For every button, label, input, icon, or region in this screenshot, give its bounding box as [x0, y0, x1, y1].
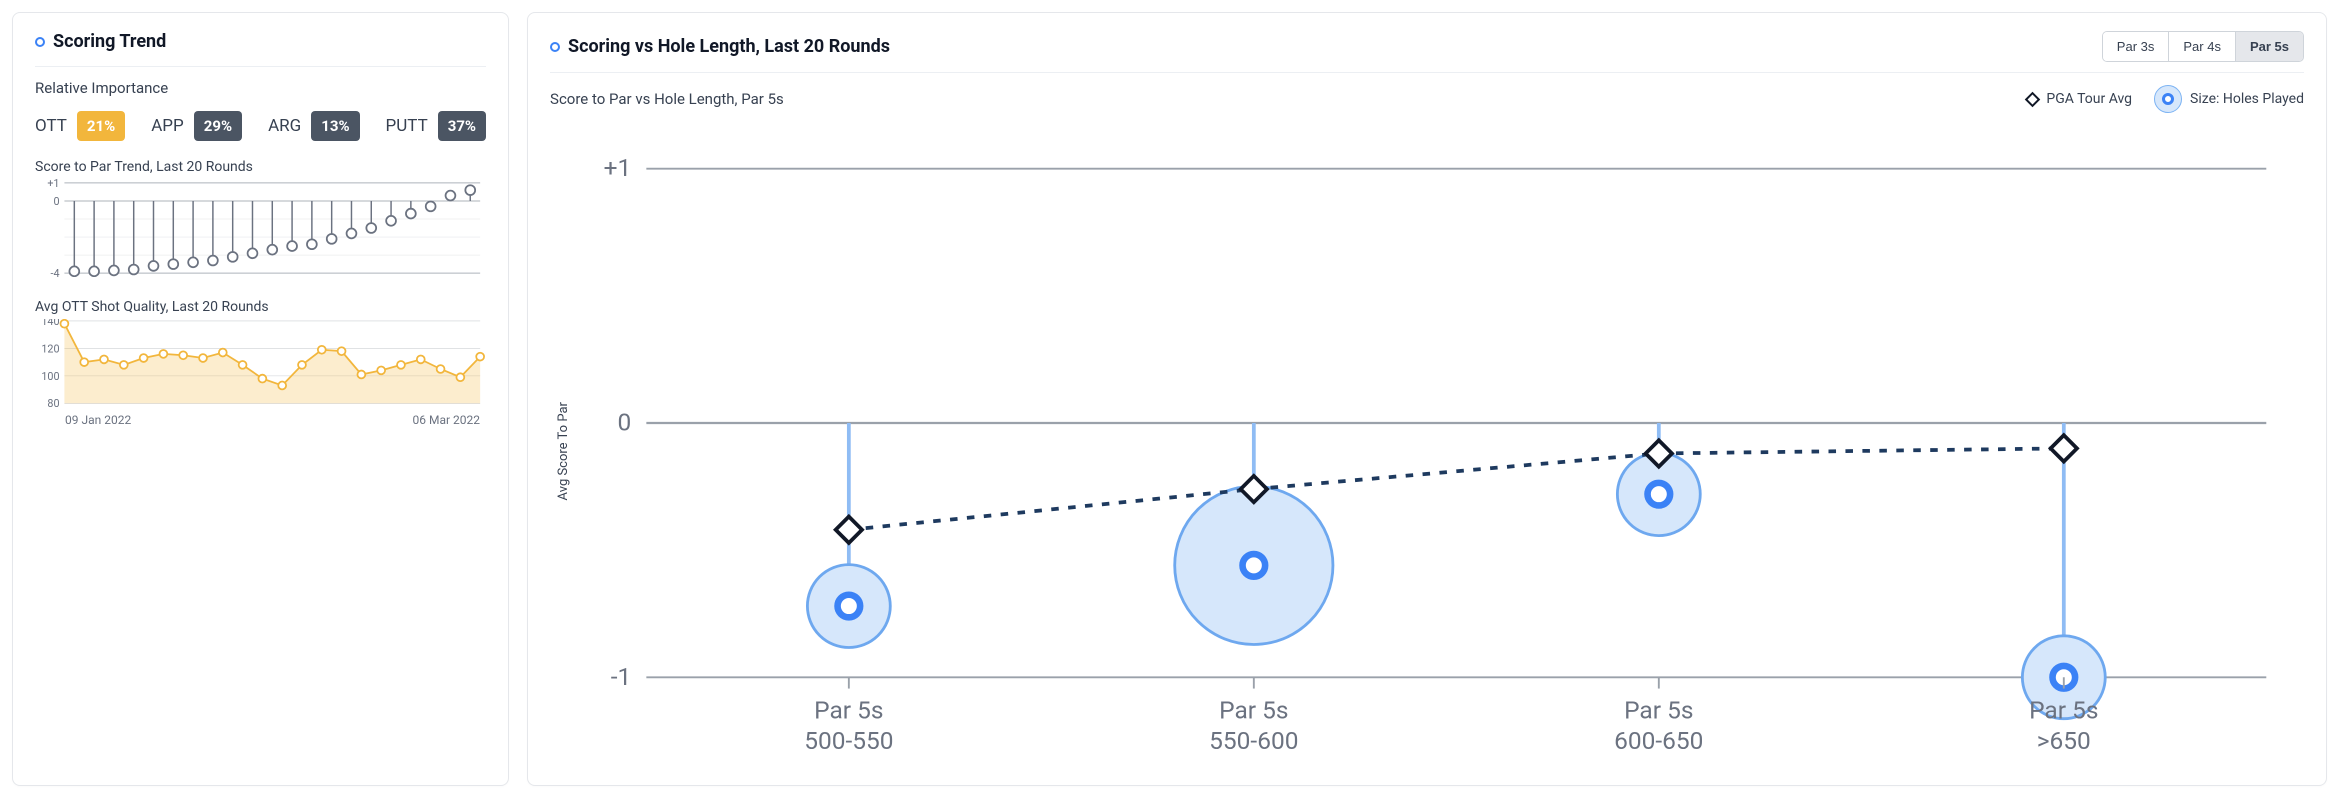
legend: PGA Tour Avg Size: Holes Played	[2027, 85, 2304, 113]
svg-text:140: 140	[41, 319, 59, 328]
svg-text:550-600: 550-600	[1209, 726, 1298, 755]
par-tabs: Par 3s Par 4s Par 5s	[2102, 31, 2304, 62]
subtitle-legend-row: Score to Par vs Hole Length, Par 5s PGA …	[550, 85, 2304, 113]
trend-chart-title: Score to Par Trend, Last 20 Rounds	[35, 159, 486, 175]
score-to-par-trend-chart: +1 0 -4	[35, 179, 486, 277]
tab-par3s[interactable]: Par 3s	[2103, 32, 2170, 61]
legend-size-label: Size: Holes Played	[2190, 91, 2304, 107]
ott-chart-title: Avg OTT Shot Quality, Last 20 Rounds	[35, 299, 486, 315]
svg-text:-4: -4	[50, 267, 59, 277]
legend-pga: PGA Tour Avg	[2027, 91, 2132, 107]
legend-size: Size: Holes Played	[2154, 85, 2304, 113]
svg-text:120: 120	[41, 342, 59, 355]
svg-text:Par 5s: Par 5s	[2029, 696, 2098, 725]
svg-text:+1: +1	[604, 153, 632, 182]
bubble-icon	[2154, 85, 2182, 113]
importance-label-app: APP	[151, 116, 184, 136]
legend-pga-label: PGA Tour Avg	[2046, 91, 2132, 107]
svg-text:Par 5s: Par 5s	[814, 696, 883, 725]
tab-par4s[interactable]: Par 4s	[2169, 32, 2236, 61]
scoring-vs-length-chart: +10-1Par 5s500-550Par 5s550-600Par 5s600…	[571, 131, 2304, 771]
importance-badge-app[interactable]: 29%	[194, 111, 242, 141]
importance-label-ott: OTT	[35, 116, 67, 136]
scoring-trend-card: Scoring Trend Relative Importance OTT 21…	[12, 12, 509, 786]
chart-subtitle: Score to Par vs Hole Length, Par 5s	[550, 90, 784, 108]
tab-par5s[interactable]: Par 5s	[2236, 32, 2303, 61]
svg-text:0: 0	[618, 407, 632, 436]
svg-text:>650: >650	[2037, 726, 2091, 755]
date-axis: 09 Jan 2022 06 Mar 2022	[35, 411, 486, 427]
svg-text:600-650: 600-650	[1614, 726, 1703, 755]
card-header: Scoring vs Hole Length, Last 20 Rounds P…	[550, 31, 2304, 73]
importance-badge-putt[interactable]: 37%	[438, 111, 486, 141]
svg-text:+1: +1	[47, 179, 59, 190]
importance-badge-arg[interactable]: 13%	[311, 111, 359, 141]
importance-badge-ott[interactable]: 21%	[77, 111, 125, 141]
relative-importance-label: Relative Importance	[35, 79, 486, 97]
diamond-icon	[2025, 91, 2041, 107]
svg-text:-1: -1	[611, 662, 632, 691]
card-title: Scoring Trend	[53, 31, 166, 52]
svg-text:0: 0	[53, 195, 59, 208]
date-end: 06 Mar 2022	[413, 413, 481, 427]
svg-text:100: 100	[41, 370, 59, 383]
svg-text:Par 5s: Par 5s	[1624, 696, 1693, 725]
y-axis-label: Avg Score To Par	[550, 131, 571, 771]
svg-text:80: 80	[47, 397, 59, 407]
card-header: Scoring Trend	[35, 31, 486, 67]
importance-row: OTT 21% APP 29% ARG 13% PUTT 37%	[35, 111, 486, 141]
avg-ott-chart: 140 120 100 80	[35, 319, 486, 407]
importance-label-arg: ARG	[268, 116, 301, 136]
scoring-vs-length-card: Scoring vs Hole Length, Last 20 Rounds P…	[527, 12, 2327, 786]
importance-label-putt: PUTT	[386, 116, 428, 136]
date-start: 09 Jan 2022	[65, 413, 131, 427]
ring-icon	[35, 37, 45, 47]
main-chart-wrap: Avg Score To Par +10-1Par 5s500-550Par 5…	[550, 131, 2304, 771]
card-title: Scoring vs Hole Length, Last 20 Rounds	[568, 36, 890, 57]
svg-text:500-550: 500-550	[804, 726, 893, 755]
svg-text:Par 5s: Par 5s	[1219, 696, 1288, 725]
ring-icon	[550, 42, 560, 52]
